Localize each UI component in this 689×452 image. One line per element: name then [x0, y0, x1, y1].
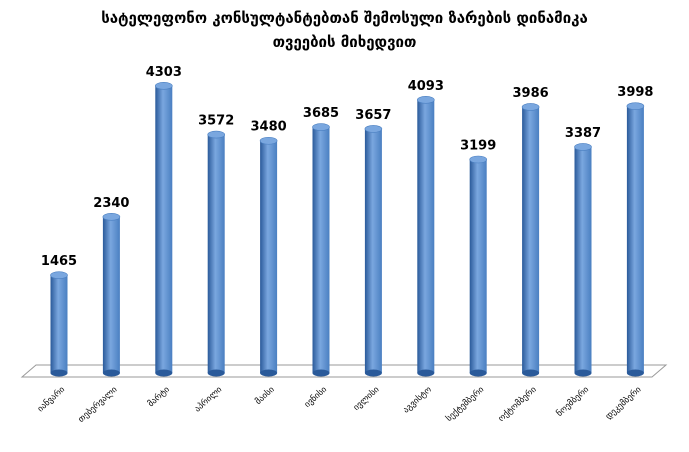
value-label-1: 1465	[41, 254, 77, 269]
bar-top	[312, 123, 330, 131]
bar-top	[521, 103, 540, 111]
category-label-5: მაისი	[253, 384, 277, 407]
value-label-3: 4303	[146, 65, 182, 80]
bar-6	[312, 123, 330, 377]
value-label-2: 2340	[93, 196, 129, 211]
category-label-10: ოქტომბერი	[496, 384, 539, 424]
bar-9	[469, 155, 488, 377]
bar-1	[50, 271, 68, 377]
bar-top	[207, 130, 225, 139]
bar-2	[102, 213, 121, 377]
bar-base	[522, 369, 540, 377]
bars-group	[50, 82, 645, 377]
value-label-4: 3572	[198, 114, 234, 129]
bar-top	[259, 136, 278, 145]
category-label-4: აპრილი	[192, 384, 224, 414]
bar-body	[207, 134, 225, 373]
chart-title-line-1: სატელეფონო კონსულტანტებთან შემოსული ზარე…	[101, 9, 588, 27]
category-label-1: იანვარი	[35, 384, 67, 414]
category-label-9: სექტემბერი	[444, 384, 487, 424]
bar-body	[260, 140, 278, 373]
bar-body	[155, 85, 173, 373]
category-label-3: მარტი	[146, 384, 172, 409]
category-label-7: ივლისი	[351, 384, 381, 413]
bar-top	[574, 143, 592, 151]
bar-base	[626, 369, 644, 377]
bar-body	[102, 216, 120, 373]
category-label-8: აგვისტო	[401, 384, 434, 416]
value-label-5: 3480	[251, 120, 287, 135]
chart-title: სატელეფონო კონსულტანტებთან შემოსული ზარე…	[0, 6, 689, 54]
floor-plane	[20, 364, 668, 378]
bar-base	[364, 369, 382, 377]
value-label-10: 3986	[513, 86, 549, 101]
bar-body	[522, 106, 540, 373]
category-label-6: ივნისი	[302, 384, 329, 410]
value-label-6: 3685	[303, 106, 339, 121]
bar-body	[626, 106, 644, 374]
chart-floor	[20, 364, 668, 378]
bar-body	[417, 99, 435, 374]
bar-base	[260, 369, 278, 377]
bar-body	[574, 146, 592, 373]
bar-3	[155, 82, 173, 377]
category-labels-group: იანვარი თებერვალი მარტი აპრილი მაისი ივნისი ივ…	[35, 384, 643, 425]
category-label-2: თებერვალი	[76, 384, 120, 425]
bar-base	[312, 369, 330, 377]
bar-body	[469, 159, 487, 373]
value-label-8: 4093	[408, 79, 444, 94]
bar-8	[416, 96, 435, 377]
value-label-7: 3657	[355, 108, 391, 123]
bar-base	[102, 369, 120, 377]
bar-body	[364, 128, 382, 373]
bar-top	[102, 213, 121, 221]
value-label-12: 3998	[617, 85, 653, 100]
category-label-11: ნოემბერი	[554, 384, 591, 419]
bar-top	[626, 102, 645, 110]
bar-base	[50, 369, 68, 377]
bar-7	[364, 125, 383, 377]
bar-base	[207, 369, 225, 377]
chart-title-line-2: თვეების მიხედვით	[272, 33, 417, 51]
bar-base	[155, 369, 173, 377]
bar-base	[469, 369, 487, 377]
bar-top	[469, 155, 488, 164]
value-labels-group: 1465 2340 4303 3572 3480 3685 3657 4093 3199 3986…	[41, 65, 654, 269]
bar-top	[416, 96, 435, 104]
bar-top	[364, 125, 383, 133]
bar-body	[312, 127, 330, 373]
bar-body	[50, 275, 68, 373]
value-label-9: 3199	[460, 139, 496, 154]
bar-base	[574, 369, 592, 377]
value-label-11: 3387	[565, 126, 601, 141]
bar-5	[259, 136, 278, 377]
bar-11	[574, 143, 592, 377]
bar-base	[417, 369, 435, 377]
bar-12	[626, 102, 645, 377]
bar-top	[155, 82, 173, 90]
bar-top	[50, 271, 68, 280]
bar-10	[521, 103, 540, 377]
bar-4	[207, 130, 225, 377]
category-label-12: დეკემბერი	[603, 384, 643, 422]
